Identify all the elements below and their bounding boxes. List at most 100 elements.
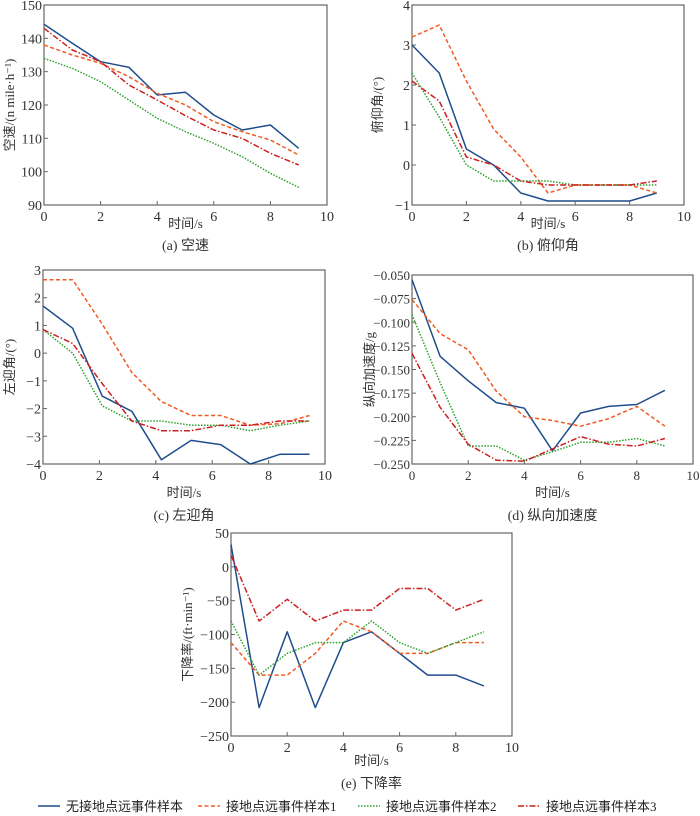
x-tick-label: 2 [465,468,472,483]
x-tick-label: 10 [677,210,691,225]
x-tick-label: 6 [577,468,584,483]
y-tick-label: −4 [26,458,41,473]
series-line-1 [411,279,666,452]
x-tick-label: 2 [97,210,104,225]
subplot-left-aoa: 0 2 4 6 8 10 −4 −3 −2 −1 0 1 2 3 时间/s 左迎角/(°) (c) 左迎角 [2,264,332,524]
series-line-3 [43,57,300,188]
y-tick-label: 3 [403,39,410,54]
y-tick-label: −250 [200,730,229,745]
series-line-3 [230,620,485,676]
legend-label: 无接地点远事件样本 [66,799,184,814]
series-line-3 [411,72,657,186]
y-axis-label: 左迎角/(°) [2,339,17,395]
y-tick-label: −0.100 [373,315,410,330]
x-tick-label: 0 [409,210,416,225]
x-tick-label: 8 [626,210,633,225]
legend-item-sample-3: 接地点远事件样本3 [518,796,657,815]
y-tick-label: −0.050 [373,268,410,283]
x-tick-label: 10 [687,468,700,483]
x-tick-label: 6 [210,210,217,225]
subplot-caption: (d) 纵向加速度 [508,508,598,524]
x-tick-label: 4 [340,741,347,756]
y-tick-label: 150 [21,0,42,14]
legend-label: 接地点远事件样本3 [546,799,657,814]
series-line-4 [42,328,310,432]
legend-label: 接地点远事件样本2 [386,799,497,814]
x-tick-label: 10 [318,469,332,484]
legend: 无接地点远事件样本 接地点远事件样本1 接地点远事件样本2 接地点远事件样本3 [0,796,700,816]
y-tick-label: 0 [222,561,229,576]
series-line-2 [43,44,300,156]
x-tick-label: 2 [284,741,291,756]
legend-item-sample-2: 接地点远事件样本2 [358,796,497,815]
x-axis-label: 时间/s [535,485,570,500]
y-tick-label: −0.075 [373,292,410,307]
legend-line-dashdot-icon [518,804,540,807]
x-tick-label: 4 [517,210,524,225]
series-line-2 [411,299,666,427]
y-axis-label: 空速/(n mile·h⁻¹) [2,59,17,152]
y-tick-label: 140 [21,32,42,47]
y-tick-label: 100 [21,166,42,181]
plot-frame [230,532,513,737]
y-tick-label: 50 [215,527,229,542]
y-tick-label: 0 [34,347,41,362]
y-tick-label: −200 [200,696,229,711]
x-axis-label: 时间/s [167,485,202,500]
y-tick-label: −0.175 [373,386,410,401]
series-line-4 [411,80,657,186]
series-line-1 [230,544,485,709]
x-tick-label: 10 [320,210,334,225]
y-axis-label: 俯仰角/(°) [370,77,385,133]
subplot-caption: (c) 左迎角 [153,508,214,524]
y-tick-label: 130 [21,66,42,81]
plot-frame [411,4,685,206]
x-axis-label: 时间/s [168,216,203,231]
series-line-2 [230,620,484,676]
series-line-3 [411,314,666,461]
y-axis-label: 纵向加速度/g [362,331,377,407]
series-line-4 [230,555,485,622]
x-tick-label: 2 [96,469,103,484]
x-tick-label: 4 [154,210,161,225]
series-line-1 [411,44,658,202]
y-tick-label: −3 [26,430,41,445]
y-tick-label: −0.200 [373,410,410,425]
x-tick-label: 6 [572,210,579,225]
y-tick-label: 4 [403,0,410,14]
y-tick-label: 0 [403,159,410,174]
x-tick-label: 0 [409,468,416,483]
x-tick-label: 6 [396,741,403,756]
y-tick-label: −50 [207,595,229,610]
series-line-4 [43,27,299,166]
y-tick-label: −150 [200,662,229,677]
x-tick-label: 8 [452,741,459,756]
x-tick-label: 10 [505,741,519,756]
subplot-caption: (a) 空速 [162,238,209,254]
y-tick-label: −0.150 [373,363,410,378]
y-tick-label: 3 [34,264,41,279]
subplot-longitudinal-accel: 0 2 4 6 8 10 −0.250 −0.225 −0.200 −0.175 −0.150 −0.… [362,268,700,524]
y-axis-label: 下降率/(ft·min⁻¹) [180,587,195,682]
x-tick-label: 2 [463,210,470,225]
y-tick-label: −1 [395,199,410,214]
y-tick-label: 2 [403,79,410,94]
y-tick-label: 120 [21,99,42,114]
plot-frame [42,269,326,465]
y-tick-label: −0.225 [373,433,410,448]
x-axis-label: 时间/s [531,216,566,231]
x-tick-label: 4 [152,469,159,484]
subplot-airspeed: 0 2 4 6 8 10 90 100 110 120 130 140 150 时间/s 空速/(n mil… [2,0,334,254]
series-line-3 [42,329,310,432]
x-tick-label: 0 [41,210,48,225]
x-tick-label: 6 [209,469,216,484]
legend-line-dashed-icon [198,804,220,807]
series-line-4 [411,353,666,462]
series-line-1 [42,305,310,465]
legend-line-solid-icon [38,804,60,807]
x-tick-label: 0 [40,469,47,484]
y-tick-label: −100 [200,629,229,644]
series-line-1 [43,23,300,149]
